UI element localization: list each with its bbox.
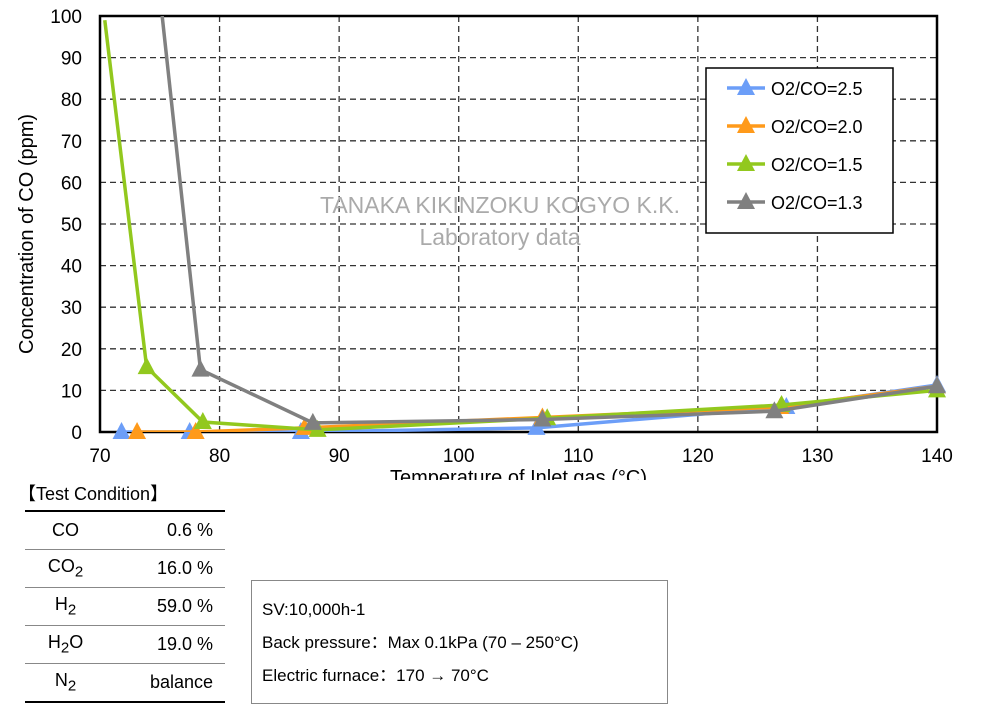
data-point-marker [191,359,210,377]
y-tick-label: 10 [61,381,82,402]
x-tick-label: 130 [802,446,834,467]
sv-text: SV:10,000h-1 [262,600,366,619]
y-tick-label: 30 [61,298,82,319]
watermark-line-1: TANAKA KIKINZOKU KOGYO K.K. [320,192,680,218]
gas-value: 16.0 % [106,549,225,588]
legend-label: O2/CO=1.5 [771,155,863,175]
data-point-marker [303,412,322,430]
conditions-box: SV:10,000h-1 Back pressure：Max 0.1kPa (7… [251,580,668,704]
x-tick-label: 80 [209,446,230,467]
y-tick-label: 70 [61,132,82,153]
legend-label: O2/CO=2.5 [771,79,863,99]
x-tick-label: 100 [443,446,475,467]
y-tick-label: 80 [61,90,82,111]
y-tick-label: 50 [61,215,82,236]
x-tick-label: 140 [921,446,953,467]
data-point-marker [112,422,131,439]
y-tick-label: 0 [71,423,82,444]
y-tick-label: 20 [61,340,82,361]
condition-row: H2O 19.0 % [25,625,225,664]
gas-name: N2 [25,663,107,703]
y-tick-label: 100 [50,7,82,28]
x-tick-label: 70 [89,446,110,467]
data-point-marker [533,409,552,427]
watermark-line-2: Laboratory data [419,224,580,250]
legend-marker [737,78,755,95]
series-line [160,16,937,425]
condition-row: N2 balance [25,663,225,703]
y-tick-label: 90 [61,49,82,70]
co-concentration-chart: 70 80 90 100 110 120 130 140 0 10 20 30 40 50 60 70 80 90… [16,7,953,480]
test-condition-title: 【Test Condition】 [18,484,169,504]
y-tick-label: 40 [61,257,82,278]
data-point-marker [193,412,212,430]
gas-name: CO [25,510,107,550]
legend-box [705,67,894,234]
back-pressure-text: Back pressure：Max 0.1kPa (70 – 250°C) [262,633,579,652]
legend-label: O2/CO=1.3 [771,193,863,213]
x-axis-label: Temperature of Inlet gas (°C) [390,467,647,480]
x-tick-label: 120 [682,446,714,467]
gas-name: H2 [25,587,107,626]
gas-value: 59.0 % [106,587,225,626]
y-tick-label: 60 [61,173,82,194]
gas-value: balance [106,663,225,703]
gas-value: 19.0 % [106,625,225,664]
legend-marker [737,116,755,133]
furnace-text: Electric furnace：170 → 70°C [262,666,489,685]
condition-row: CO2 16.0 % [25,549,225,588]
x-tick-label: 110 [563,446,593,467]
data-point-marker [137,357,156,375]
legend-marker [737,154,755,171]
y-axis-label: Concentration of CO (ppm) [16,114,38,354]
test-condition-table: CO 0.6 % CO2 16.0 % H2 59.0 % H2O 19.0 % N2 balan… [25,510,225,703]
gas-name: CO2 [25,549,107,588]
legend-marker [737,192,755,209]
condition-row: H2 59.0 % [25,587,225,626]
condition-row: CO 0.6 % [25,510,225,550]
data-point-marker [765,401,784,419]
gas-name: H2O [25,625,107,664]
data-point-marker [928,376,946,394]
data-point-marker [186,422,205,439]
legend-label: O2/CO=2.0 [771,117,863,137]
x-tick-label: 90 [329,446,350,467]
plot-frame [98,14,939,434]
data-point-marker [128,422,147,439]
gas-value: 0.6 % [106,510,225,550]
